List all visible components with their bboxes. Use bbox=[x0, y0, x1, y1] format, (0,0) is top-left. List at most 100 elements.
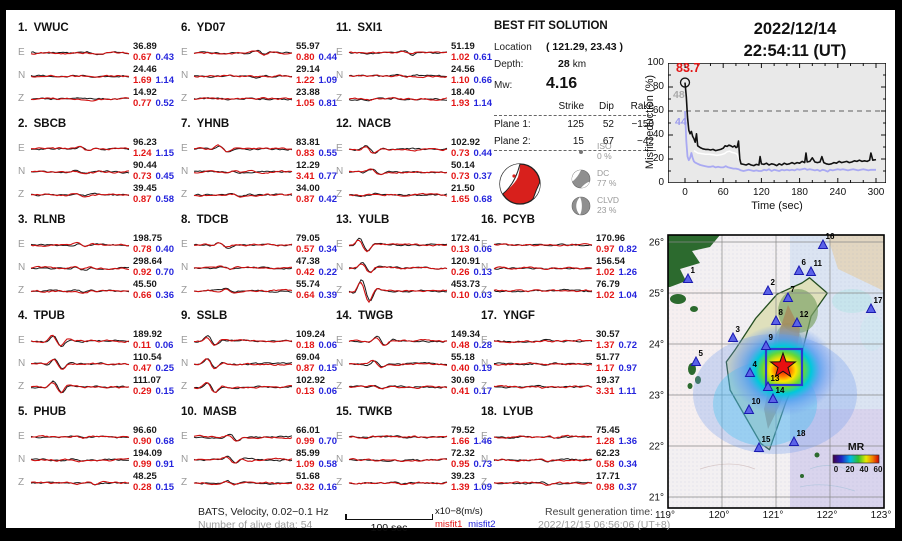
waveform-plot bbox=[30, 192, 130, 198]
synthetic-trace bbox=[493, 457, 593, 462]
component-label: N bbox=[181, 454, 189, 465]
y-axis-tick-label: 60 bbox=[652, 105, 664, 116]
waveform-plot bbox=[193, 169, 293, 174]
misfit-values: 0.90 0.68 bbox=[133, 436, 174, 448]
longitude-label: 122° bbox=[817, 510, 838, 521]
y-axis-tick-label: 100 bbox=[647, 57, 664, 68]
component-values: 30.69 0.41 0.17 bbox=[451, 375, 492, 397]
plane2-rake: −42 bbox=[637, 136, 654, 147]
waveform-plot bbox=[493, 457, 593, 463]
station-header: 4. TPUB bbox=[18, 310, 180, 326]
waveform-plot bbox=[348, 384, 448, 389]
component-row: Z 45.50 0.66 0.36 bbox=[18, 279, 180, 302]
waveform-plot bbox=[493, 265, 593, 270]
station-header: 17. YNGF bbox=[481, 310, 643, 326]
synthetic-trace bbox=[30, 334, 130, 347]
component-row: Z 39.45 0.87 0.58 bbox=[18, 183, 180, 206]
misfit2-value: 0.52 bbox=[155, 97, 175, 109]
station-number: 17. bbox=[481, 310, 497, 322]
component-values: 194.09 0.99 0.91 bbox=[133, 448, 174, 470]
station-code: YULB bbox=[358, 214, 390, 226]
station-rows: E 30.57 1.37 0.72 N 51.77 1.17 0.97 Z 19.37 3.31 1.… bbox=[481, 329, 643, 398]
misfit2-value: 0.40 bbox=[155, 243, 175, 255]
waveform-plot bbox=[348, 96, 448, 101]
component-values: 69.04 0.87 0.15 bbox=[296, 352, 337, 374]
misfit2-value: 1.11 bbox=[618, 385, 637, 397]
component-row: Z 111.07 0.29 0.15 bbox=[18, 375, 180, 398]
component-label: E bbox=[181, 335, 188, 346]
misfit1-value: 1.65 bbox=[451, 193, 470, 205]
location-label: Location bbox=[494, 42, 532, 53]
component-values: 90.44 0.73 0.45 bbox=[133, 160, 174, 182]
misfit2-value: 0.73 bbox=[473, 458, 493, 470]
component-label: N bbox=[181, 70, 189, 81]
synthetic-trace bbox=[30, 480, 130, 485]
peak-amplitude: 47.38 bbox=[296, 256, 320, 267]
station-code: TWGB bbox=[358, 310, 394, 322]
mr-colorbar: MR 0 20 40 60 bbox=[832, 441, 883, 474]
waveform-plot bbox=[30, 265, 130, 271]
waveform-plot bbox=[493, 288, 593, 293]
component-row: Z 51.68 0.32 0.16 bbox=[181, 471, 343, 494]
component-label: Z bbox=[336, 93, 343, 104]
misfit-values: 0.67 0.43 bbox=[133, 51, 174, 64]
station-block: 17. YNGF E 30.57 1.37 0.72 N 51.77 1.17 0.97 Z 19.3… bbox=[481, 310, 643, 398]
station-rows: E 75.45 1.28 1.36 N 62.23 0.58 0.34 Z 17.71 0.98 0.… bbox=[481, 425, 643, 494]
misfit1-value: 0.42 bbox=[296, 266, 315, 278]
peak-amplitude: 36.89 bbox=[133, 41, 157, 52]
misfit-values: 1.22 1.09 bbox=[296, 75, 337, 87]
observed-trace bbox=[193, 192, 293, 197]
synthetic-trace bbox=[194, 455, 293, 464]
peak-amplitude: 62.23 bbox=[596, 448, 620, 459]
misfit-values: 0.78 0.40 bbox=[133, 243, 175, 256]
x-axis-tick-label: 120 bbox=[753, 187, 770, 198]
component-label: E bbox=[481, 239, 488, 250]
peak-amplitude: 51.19 bbox=[451, 41, 475, 52]
station-block: 11. SXI1 E 51.19 1.02 0.61 N 24.56 1.10 0.66 Z 18.4… bbox=[336, 22, 498, 110]
peak-amplitude: 96.23 bbox=[133, 137, 157, 148]
component-label: E bbox=[181, 47, 188, 58]
plane2-dip: 67 bbox=[602, 136, 614, 147]
misfit1-value: 1.02 bbox=[596, 266, 615, 278]
peak-amplitude: 120.91 bbox=[451, 256, 481, 267]
station-code: TPUB bbox=[33, 310, 65, 322]
misfit-values: 0.83 0.55 bbox=[296, 148, 337, 160]
component-row: Z 48.25 0.28 0.15 bbox=[18, 471, 180, 494]
component-values: 149.34 0.48 0.28 bbox=[451, 329, 492, 351]
station-block: 14. TWGB E 149.34 0.48 0.28 N 55.18 0.40 0.19 Z 30.… bbox=[336, 310, 498, 398]
clvd-row: CLVD 23 % bbox=[570, 192, 674, 219]
peak-amplitude: 17.71 bbox=[596, 471, 620, 482]
misfit2-value: 0.06 bbox=[318, 385, 338, 397]
longitude-label: 120° bbox=[709, 510, 730, 521]
component-row: N 194.09 0.99 0.91 bbox=[18, 448, 180, 471]
misfit1-value: 0.67 bbox=[133, 51, 152, 63]
component-values: 79.05 0.57 0.34 bbox=[296, 233, 337, 255]
component-label: N bbox=[481, 454, 489, 465]
misfit1-value: 0.80 bbox=[296, 51, 315, 63]
misfit-values: 1.02 0.61 bbox=[451, 52, 492, 64]
synthetic-trace bbox=[348, 145, 448, 154]
misfit-values: 0.95 0.73 bbox=[451, 458, 493, 471]
solution-title: BEST FIT SOLUTION bbox=[494, 20, 608, 32]
misfit-values: 0.97 0.82 bbox=[596, 244, 637, 256]
station-triangle-icon bbox=[762, 284, 774, 295]
component-values: 298.64 0.92 0.70 bbox=[133, 256, 174, 278]
station-triangle-icon bbox=[782, 291, 794, 302]
component-row: E 96.60 0.90 0.68 bbox=[18, 425, 180, 448]
component-row: N 55.18 0.40 0.19 bbox=[336, 352, 498, 375]
station-triangle-icon bbox=[788, 435, 800, 446]
component-label: Z bbox=[336, 477, 343, 488]
component-label: N bbox=[18, 70, 26, 81]
component-row: Z 76.79 1.02 1.04 bbox=[481, 279, 643, 302]
waveform-plot bbox=[30, 480, 130, 486]
component-values: 51.19 1.02 0.61 bbox=[451, 41, 492, 64]
colorbar-tick-label: 0 bbox=[834, 465, 839, 474]
misfit-values: 0.77 0.52 bbox=[133, 97, 175, 110]
station-header: 13. YULB bbox=[336, 214, 498, 230]
misfit1-value: 0.92 bbox=[133, 266, 152, 278]
station-header: 9. SSLB bbox=[181, 310, 343, 326]
misfit-values: 1.28 1.36 bbox=[596, 436, 637, 448]
component-row: E 170.96 0.97 0.82 bbox=[481, 233, 643, 256]
station-map-number: 11 bbox=[814, 259, 823, 268]
